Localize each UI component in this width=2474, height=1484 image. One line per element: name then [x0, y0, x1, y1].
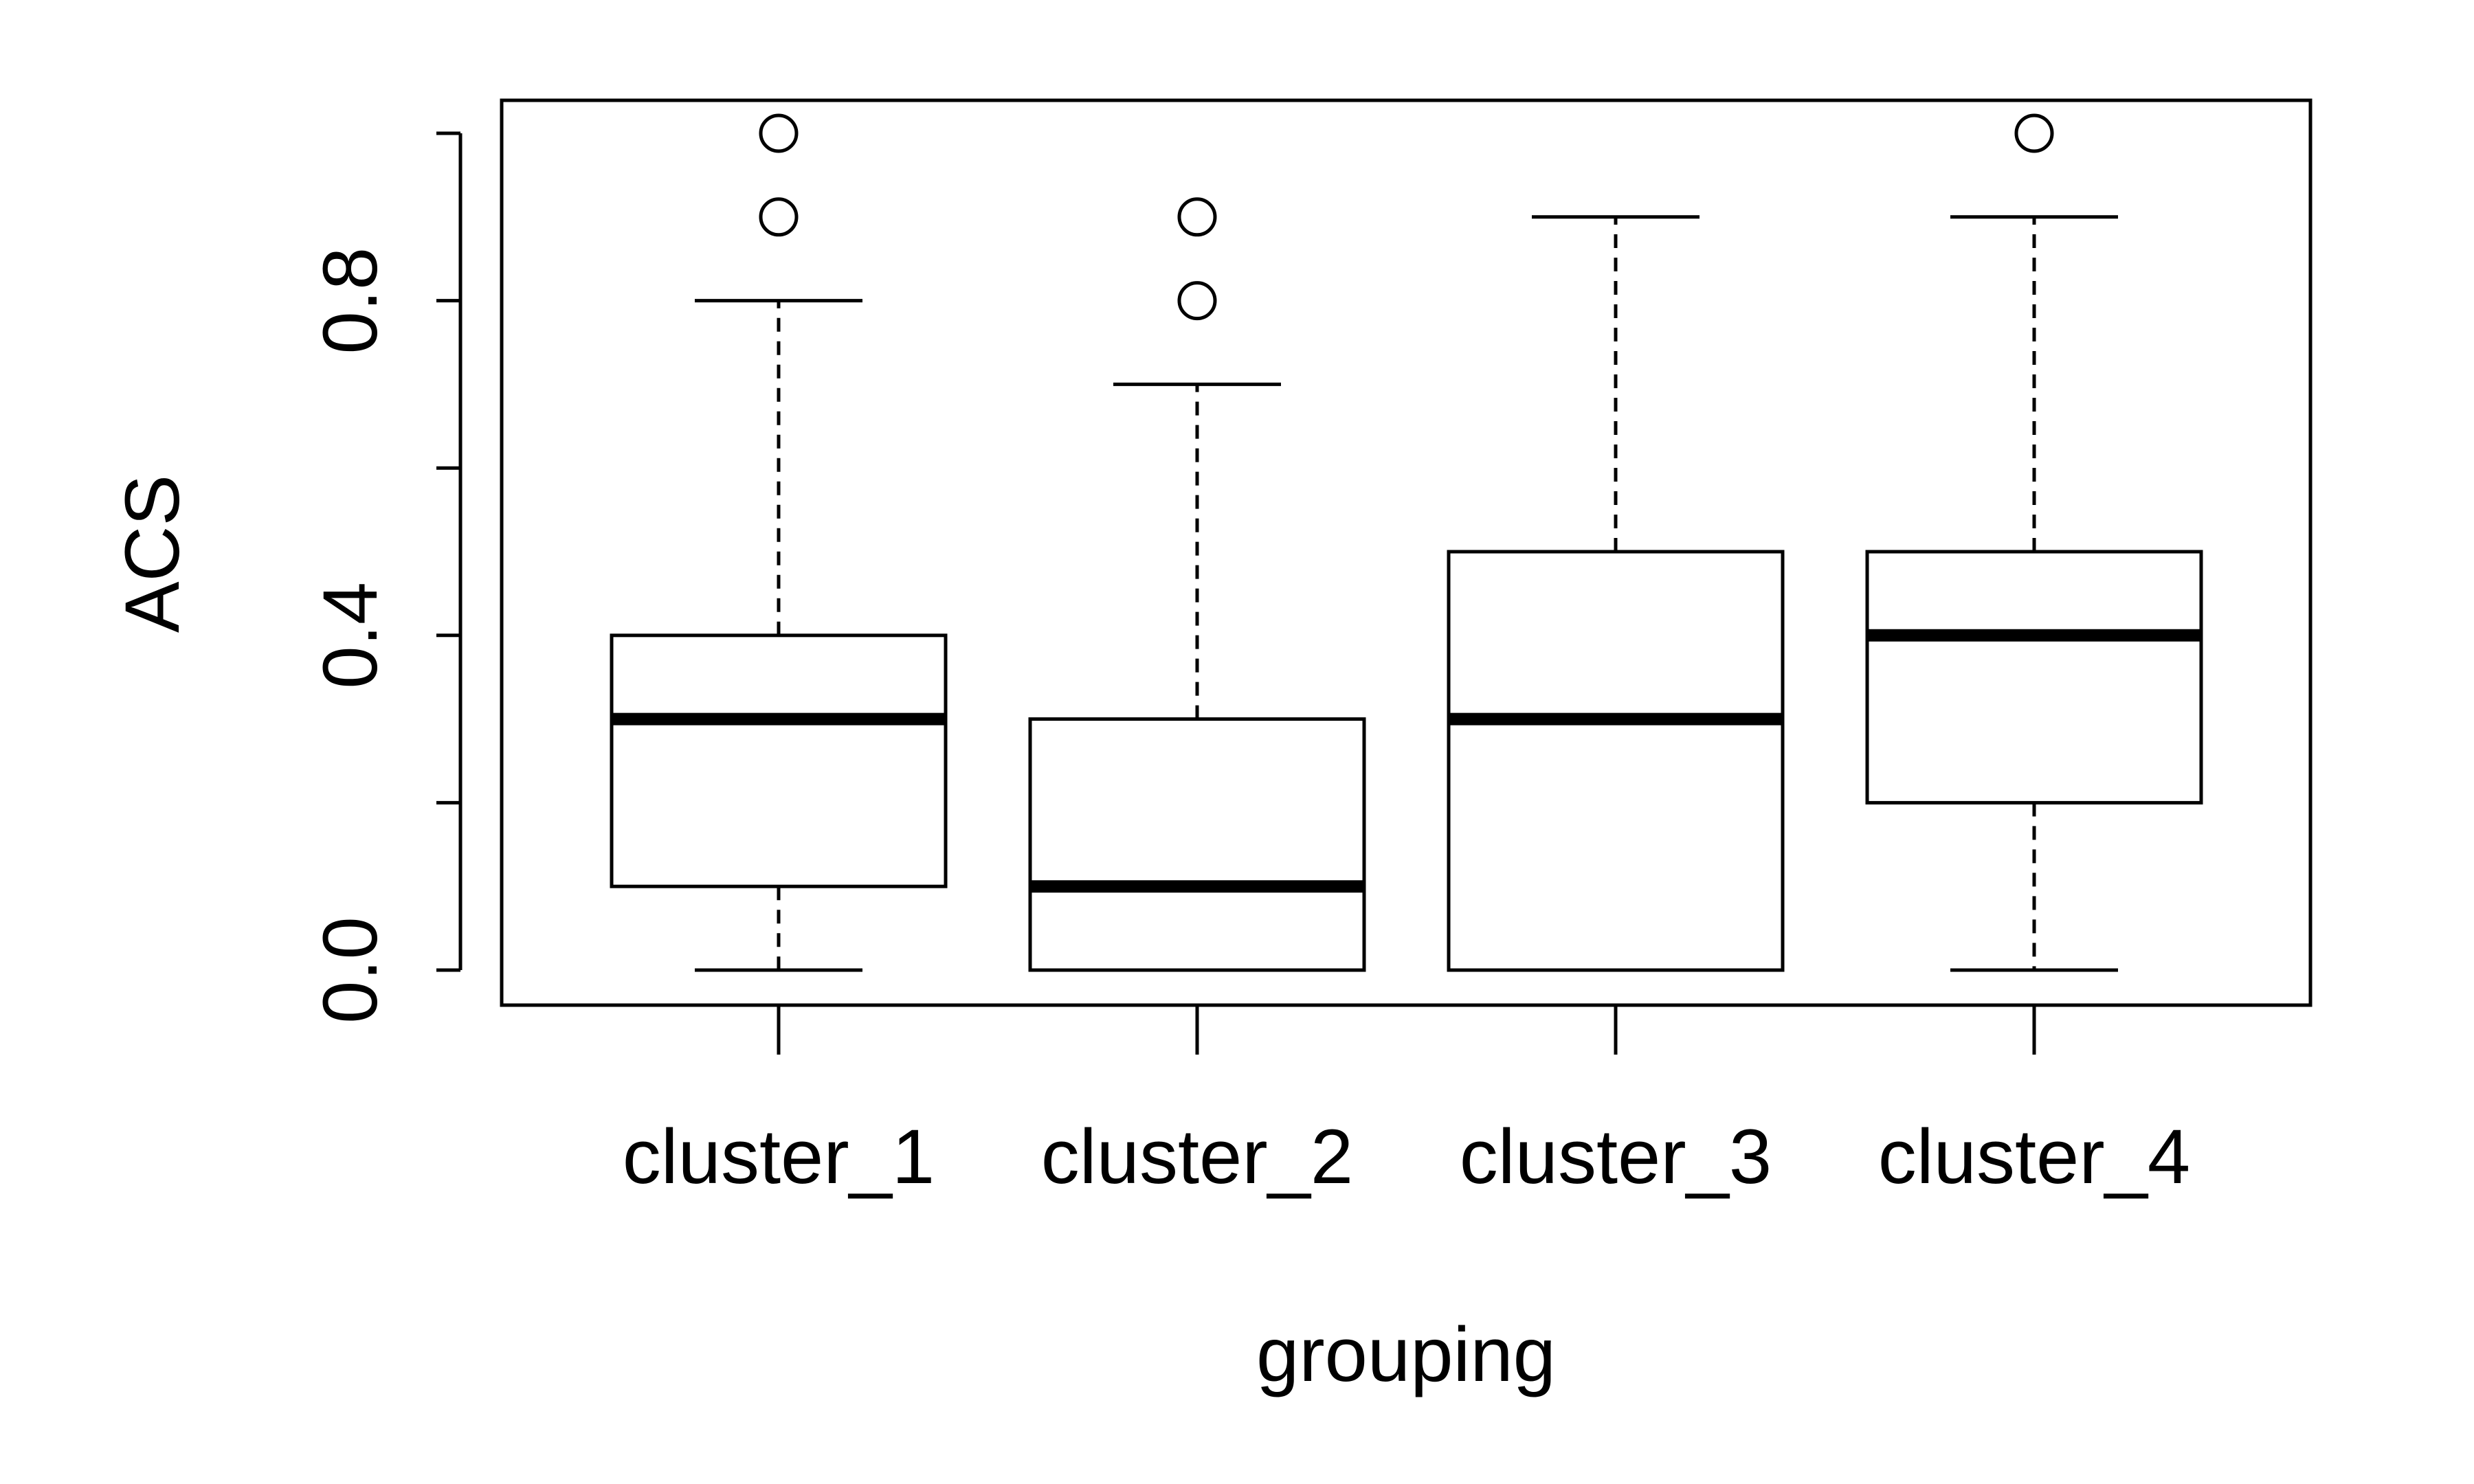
box-cluster_3 [1447, 215, 1785, 972]
iqr-box [610, 633, 948, 888]
x-tick-label: cluster_2 [1041, 1114, 1353, 1200]
x-axis-title: grouping [1256, 1312, 1556, 1397]
outlier-point [2014, 113, 2054, 153]
y-axis-title: ACS [109, 475, 195, 633]
iqr-box [1447, 550, 1785, 972]
outlier-point [1177, 197, 1217, 237]
plot-frame [500, 98, 2313, 1007]
x-tick-label: cluster_3 [1460, 1114, 1772, 1200]
box-cluster_4 [1865, 113, 2203, 972]
x-axis: cluster_1 cluster_2 cluster_3 cluster_4 [623, 1005, 2190, 1200]
box-cluster_1 [610, 113, 948, 972]
iqr-box [1028, 717, 1366, 972]
outlier-point [759, 197, 799, 237]
iqr-box [1865, 550, 2203, 805]
x-tick-label: cluster_4 [1878, 1114, 2190, 1200]
outlier-point [759, 113, 799, 153]
y-tick-label: 0.8 [307, 247, 393, 355]
box-cluster_2 [1028, 197, 1366, 972]
y-axis: 0.0 0.4 0.8 [307, 131, 463, 1024]
y-tick-label: 0.0 [307, 917, 393, 1024]
boxes [610, 113, 2203, 972]
x-tick-label: cluster_1 [623, 1114, 935, 1200]
y-tick-label: 0.4 [307, 582, 393, 689]
outlier-point [1177, 281, 1217, 321]
